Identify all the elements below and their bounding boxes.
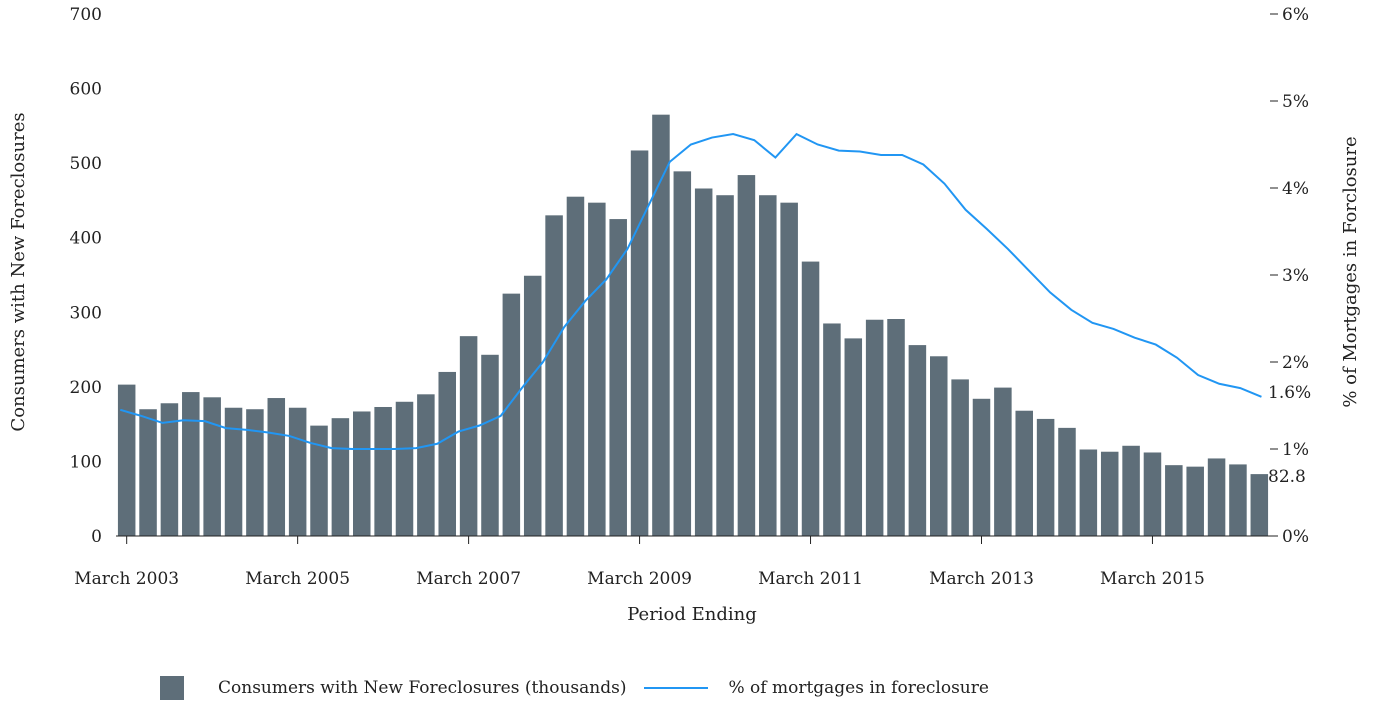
bar xyxy=(1058,427,1076,536)
bar xyxy=(1122,445,1140,536)
bar xyxy=(353,411,371,536)
legend-line-label: % of mortgages in foreclosure xyxy=(728,678,989,698)
x-tick-label: March 2013 xyxy=(929,569,1034,589)
bar xyxy=(673,171,692,536)
y-tick-label: 600 xyxy=(70,80,102,100)
x-axis-title: Period Ending xyxy=(627,604,757,625)
bar xyxy=(203,397,221,536)
bar xyxy=(694,188,713,536)
bar xyxy=(844,338,863,536)
bar xyxy=(716,195,734,536)
bar xyxy=(182,392,200,536)
y-tick-label: 700 xyxy=(70,5,102,25)
last-bar-annotation: 82.8 xyxy=(1268,467,1306,487)
y2-tick-label: 5% xyxy=(1282,92,1309,112)
bar xyxy=(310,425,328,536)
bar xyxy=(951,379,969,536)
bar xyxy=(374,406,392,536)
bar xyxy=(566,196,585,536)
y2-tick-label: 0% xyxy=(1282,527,1309,547)
x-axis-ticks: March 2003 March 2005 March 2007 March 2009… xyxy=(74,536,1205,589)
bar xyxy=(652,114,670,537)
bar xyxy=(972,398,991,536)
bar xyxy=(523,275,542,536)
y2-tick-label: 6% xyxy=(1282,5,1309,25)
bar xyxy=(395,401,414,536)
y2-tick-label: 3% xyxy=(1282,266,1309,286)
bar xyxy=(481,354,499,536)
bar xyxy=(630,150,649,536)
y-axis-title: Consumers with New Foreclosures xyxy=(8,112,29,431)
bar xyxy=(588,202,606,537)
bar xyxy=(1186,466,1204,536)
x-tick-label: March 2005 xyxy=(245,569,350,589)
bar xyxy=(1100,451,1119,536)
right-y-axis-ticks: 0% 1% 2% 3% 4% 5% 6% xyxy=(1270,5,1309,547)
foreclosure-rate-line xyxy=(119,132,1262,450)
bar xyxy=(908,345,927,536)
bar xyxy=(737,175,756,536)
y-tick-label: 300 xyxy=(70,303,102,323)
bar xyxy=(801,261,820,536)
legend-bar-label: Consumers with New Foreclosures (thousan… xyxy=(218,678,627,698)
bar xyxy=(1143,452,1162,536)
bar xyxy=(139,409,157,536)
y2-tick-label: 4% xyxy=(1282,179,1309,199)
bar xyxy=(930,356,948,536)
bar xyxy=(160,403,179,536)
bar-series xyxy=(117,114,1269,537)
bar xyxy=(1250,474,1269,536)
x-tick-label: March 2015 xyxy=(1100,569,1205,589)
bar xyxy=(267,398,286,536)
bar xyxy=(1015,410,1033,536)
bar xyxy=(1036,418,1055,536)
legend-bar-swatch xyxy=(160,676,184,700)
last-line-annotation: 1.6% xyxy=(1268,383,1311,403)
bar xyxy=(502,293,521,536)
bar xyxy=(823,323,841,536)
left-y-axis-ticks: 0 100 200 300 400 500 600 700 xyxy=(70,5,102,547)
bar xyxy=(117,384,136,536)
bar xyxy=(865,319,884,536)
y-tick-label: 0 xyxy=(91,527,102,547)
bar xyxy=(780,202,798,537)
y2-axis-title: % of Mortgages in Forclosure xyxy=(1340,136,1361,407)
foreclosure-chart: 0 100 200 300 400 500 600 700 0% 1% 2% 3% 4% 5% 6% Ma… xyxy=(8,5,1361,625)
bar xyxy=(759,195,777,536)
y-tick-label: 500 xyxy=(70,154,102,174)
y2-tick-label: 1% xyxy=(1282,440,1309,460)
y2-tick-label: 2% xyxy=(1282,353,1309,373)
y-tick-label: 200 xyxy=(70,378,102,398)
legend-line-swatch xyxy=(644,687,709,689)
x-tick-label: March 2009 xyxy=(587,569,692,589)
x-tick-label: March 2003 xyxy=(74,569,179,589)
bar xyxy=(545,215,563,536)
bar xyxy=(1229,464,1247,536)
bar xyxy=(609,219,627,536)
bar xyxy=(246,409,264,536)
bar xyxy=(459,336,478,536)
bar xyxy=(1165,465,1183,536)
bar xyxy=(438,371,456,536)
bar xyxy=(224,407,243,536)
bar xyxy=(417,394,435,536)
x-tick-label: March 2007 xyxy=(416,569,521,589)
bar xyxy=(331,418,350,536)
bar xyxy=(1207,458,1226,536)
bar xyxy=(887,319,905,536)
bar xyxy=(288,407,307,536)
bar xyxy=(1079,449,1098,536)
bar xyxy=(994,387,1012,536)
y-tick-label: 400 xyxy=(70,229,102,249)
legend: Consumers with New Foreclosures (thousan… xyxy=(160,676,989,700)
x-tick-label: March 2011 xyxy=(758,569,863,589)
y-tick-label: 100 xyxy=(70,452,102,472)
